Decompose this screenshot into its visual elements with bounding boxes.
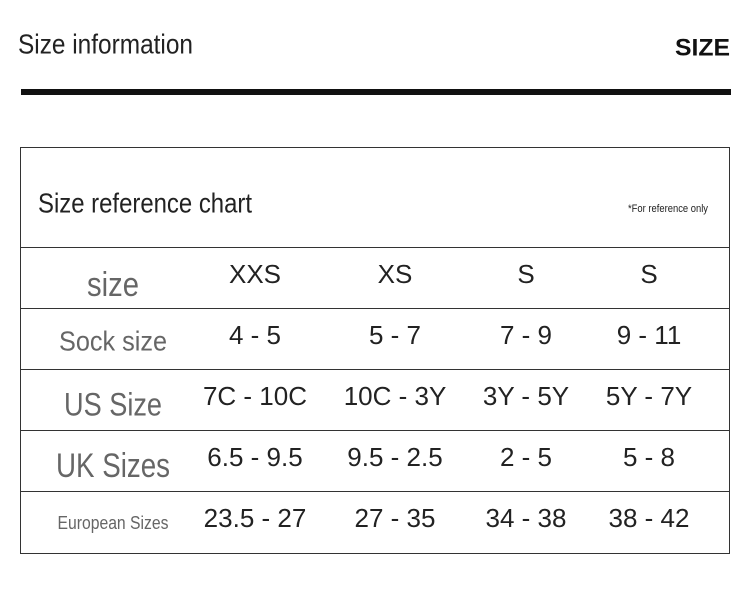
cell: 27 - 35	[355, 503, 436, 533]
cell: 9.5 - 2.5	[347, 442, 442, 472]
cell: S	[517, 259, 534, 289]
table-border	[20, 147, 730, 554]
divider	[21, 89, 731, 95]
cell: XS	[378, 259, 413, 289]
cell: 5Y - 7Y	[606, 381, 692, 411]
cell: 4 - 5	[229, 320, 281, 350]
cell: 34 - 38	[486, 503, 567, 533]
page-title: Size information	[18, 28, 193, 59]
cell: XXS	[229, 259, 281, 289]
cell: 7 - 9	[500, 320, 552, 350]
cell: 3Y - 5Y	[483, 381, 569, 411]
row-label: size	[87, 266, 139, 304]
row-label: Sock size	[59, 325, 167, 356]
cell: 9 - 11	[617, 320, 682, 350]
brand: SIZE	[675, 34, 730, 61]
table-note: *For reference only	[628, 203, 708, 215]
cell: S	[640, 259, 657, 289]
cell: 5 - 7	[369, 320, 421, 350]
cell: 23.5 - 27	[204, 503, 307, 533]
row-label: UK Sizes	[56, 447, 170, 485]
cell: 6.5 - 9.5	[207, 442, 302, 472]
cell: 7C - 10C	[203, 381, 307, 411]
table-title: Size reference chart	[38, 187, 252, 218]
cell: 2 - 5	[500, 442, 552, 472]
row-label: European Sizes	[58, 513, 169, 533]
table-body: size XXS XS S S Sock size 4 - 5 5 - 7 7 - 9 9 - 1…	[20, 247, 730, 533]
cell: 5 - 8	[623, 442, 675, 472]
row-label: US Size	[64, 386, 162, 422]
cell: 38 - 42	[609, 503, 690, 533]
cell: 10C - 3Y	[344, 381, 447, 411]
